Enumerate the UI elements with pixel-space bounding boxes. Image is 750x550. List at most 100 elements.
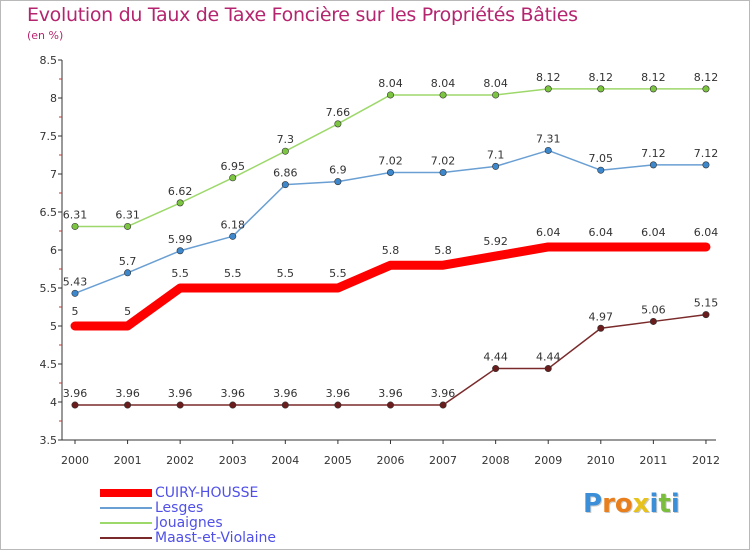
series-line-cuiry-housse <box>70 242 711 331</box>
data-label: 5 <box>72 305 79 318</box>
data-point <box>544 85 552 93</box>
data-point <box>334 178 342 186</box>
y-tick-label: 6 <box>50 244 57 257</box>
chart-unit-label: (en %) <box>27 29 64 42</box>
data-point <box>229 401 237 409</box>
data-point <box>176 401 184 409</box>
data-label: 5.92 <box>483 235 508 248</box>
x-tick-label: 2008 <box>482 454 510 467</box>
data-label: 3.96 <box>431 387 456 400</box>
data-point <box>124 401 132 409</box>
data-label: 6.04 <box>641 226 666 239</box>
x-tick-label: 2005 <box>324 454 352 467</box>
data-label: 5.15 <box>694 297 719 310</box>
data-label: 7.12 <box>641 147 666 160</box>
data-point <box>439 91 447 99</box>
data-point <box>649 85 657 93</box>
data-label: 8.12 <box>641 71 666 84</box>
logo-letter: x <box>632 489 650 519</box>
logo-letter: r <box>602 489 615 519</box>
y-tick-label: 8.5 <box>40 54 58 67</box>
x-tick-label: 2009 <box>534 454 562 467</box>
data-point <box>439 168 447 176</box>
data-label: 7.66 <box>326 106 351 119</box>
legend-label: Maast-et-Violaine <box>155 530 276 546</box>
data-point <box>702 85 710 93</box>
data-label: 3.96 <box>220 387 245 400</box>
legend-label: CUIRY-HOUSSE <box>155 485 259 501</box>
data-point <box>649 161 657 169</box>
data-point <box>124 269 132 277</box>
data-label: 8.04 <box>431 77 456 90</box>
data-point <box>386 168 394 176</box>
x-tick-label: 2010 <box>587 454 615 467</box>
y-tick-label: 4.5 <box>40 358 58 371</box>
data-label: 8.12 <box>589 71 614 84</box>
y-tick-label: 3.5 <box>40 434 58 447</box>
data-point <box>176 199 184 207</box>
legend-swatch <box>100 537 152 539</box>
data-label: 8.04 <box>483 77 508 90</box>
legend-swatch <box>100 507 152 509</box>
data-point <box>544 365 552 373</box>
y-tick-label: 4 <box>50 396 57 409</box>
logo-letter: P <box>583 489 603 519</box>
logo-letter: i <box>670 489 680 519</box>
data-label: 3.96 <box>378 387 403 400</box>
data-label: 5.8 <box>382 244 400 257</box>
data-point <box>229 174 237 182</box>
data-label: 5.7 <box>119 255 137 268</box>
data-label: 7.3 <box>277 133 295 146</box>
data-label: 5 <box>124 305 131 318</box>
x-tick-label: 2011 <box>639 454 667 467</box>
data-label: 3.96 <box>326 387 351 400</box>
data-label: 5.5 <box>171 267 189 280</box>
data-point <box>702 161 710 169</box>
data-point <box>334 401 342 409</box>
data-point <box>492 91 500 99</box>
x-tick-label: 2004 <box>271 454 299 467</box>
logo-letter: i <box>649 489 659 519</box>
legend-item: Lesges <box>100 500 360 516</box>
x-tick-label: 2007 <box>429 454 457 467</box>
data-point <box>386 91 394 99</box>
y-tick-label: 7 <box>50 168 57 181</box>
x-tick-label: 2012 <box>692 454 720 467</box>
data-label: 6.31 <box>115 208 140 221</box>
data-label: 4.44 <box>483 351 508 364</box>
chart-title: Evolution du Taux de Taxe Foncière sur l… <box>27 4 578 26</box>
proxiti-logo: Proxiti <box>583 489 680 519</box>
data-point <box>702 311 710 319</box>
data-label: 6.04 <box>694 226 719 239</box>
legend-item: CUIRY-HOUSSE <box>100 485 360 501</box>
data-point <box>597 166 605 174</box>
data-label: 8.12 <box>536 71 561 84</box>
data-point <box>71 289 79 297</box>
legend-item: Maast-et-Violaine <box>100 530 360 546</box>
data-label: 3.96 <box>115 387 140 400</box>
data-label: 5.99 <box>168 233 193 246</box>
data-label: 4.44 <box>536 351 561 364</box>
data-label: 6.62 <box>168 185 193 198</box>
data-label: 3.96 <box>63 387 88 400</box>
data-point <box>334 120 342 128</box>
x-tick-label: 2006 <box>376 454 404 467</box>
y-tick-label: 6.5 <box>40 206 58 219</box>
logo-letter: t <box>658 489 671 519</box>
data-point <box>439 401 447 409</box>
data-point <box>281 401 289 409</box>
data-point <box>124 222 132 230</box>
x-tick-label: 2002 <box>166 454 194 467</box>
data-point <box>649 317 657 325</box>
data-label: 5.5 <box>224 267 242 280</box>
data-label: 6.86 <box>273 167 298 180</box>
data-point <box>71 222 79 230</box>
data-label: 4.97 <box>589 310 614 323</box>
data-label: 6.31 <box>63 208 88 221</box>
data-label: 7.31 <box>536 132 561 145</box>
data-label: 5.5 <box>277 267 295 280</box>
data-point <box>492 162 500 170</box>
data-label: 6.18 <box>220 218 245 231</box>
data-label: 7.02 <box>431 154 456 167</box>
